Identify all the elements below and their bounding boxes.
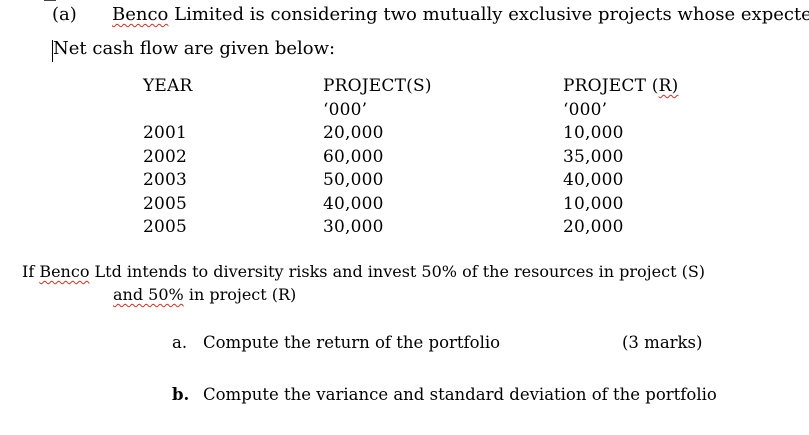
- text-cursor: [52, 40, 53, 62]
- unit-project-r: ‘000’: [563, 100, 608, 120]
- table-row-year: 2003: [143, 170, 188, 190]
- question-intro-line1: Benco Limited is considering two mutuall…: [112, 4, 809, 25]
- table-row-s: 40,000: [323, 194, 384, 214]
- column-header-year: YEAR: [143, 76, 193, 96]
- intro-rest-text: Limited is considering two mutually excl…: [168, 4, 809, 25]
- table-row-year: 2001: [143, 123, 188, 143]
- spellcheck-company-name: Benco: [39, 262, 90, 281]
- table-row-s: 50,000: [323, 170, 384, 190]
- table-row-r: 10,000: [563, 194, 624, 214]
- column-header-project-r: PROJECT (R): [563, 76, 678, 96]
- table-row-year: 2002: [143, 147, 188, 167]
- column-header-project-s: PROJECT(S): [323, 76, 432, 96]
- table-row-r: 35,000: [563, 147, 624, 167]
- paragraph-line1: If Benco Ltd intends to diversity risks …: [22, 262, 705, 281]
- project-r-prefix: PROJECT (: [563, 76, 659, 96]
- paragraph-rest: Ltd intends to diversity risks and inves…: [89, 262, 706, 281]
- paragraph-line2-rest: in project (R): [183, 285, 297, 304]
- question-b-text: Compute the variance and standard deviat…: [203, 385, 717, 404]
- question-intro-line2: Net cash flow are given below:: [53, 38, 336, 59]
- unit-project-s: ‘000’: [323, 100, 368, 120]
- table-row-r: 40,000: [563, 170, 624, 190]
- paragraph-prefix: If: [22, 262, 40, 281]
- table-row-year: 2005: [143, 217, 188, 237]
- table-row-s: 60,000: [323, 147, 384, 167]
- table-row-year: 2005: [143, 194, 188, 214]
- spellcheck-company-name: Benco: [112, 4, 169, 25]
- table-row-r: 10,000: [563, 123, 624, 143]
- question-a-text: Compute the return of the portfolio: [203, 333, 501, 352]
- table-row-s: 20,000: [323, 123, 384, 143]
- spellcheck-and-percent: and 50%: [113, 285, 184, 304]
- question-a-marker: a.: [172, 333, 188, 352]
- table-row-r: 20,000: [563, 217, 624, 237]
- question-b-marker: b.: [172, 385, 190, 404]
- top-edge-mark: [44, 0, 56, 1]
- spellcheck-project-r-letter: R): [658, 76, 679, 96]
- table-row-s: 30,000: [323, 217, 384, 237]
- question-a-marks: (3 marks): [622, 333, 703, 352]
- question-label: (a): [52, 4, 77, 25]
- paragraph-line2: and 50% in project (R): [113, 285, 296, 304]
